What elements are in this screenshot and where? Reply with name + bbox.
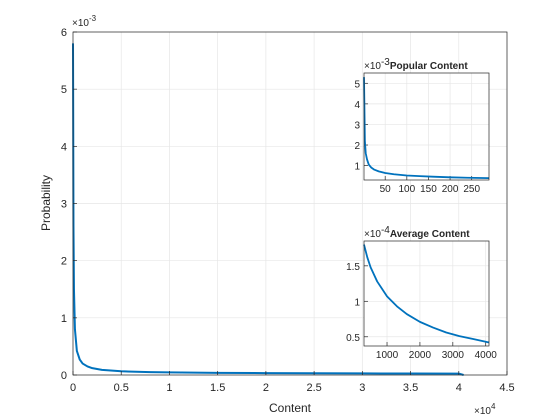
x-tick-label: 4.5 xyxy=(499,382,514,394)
y-tick-label: 1 xyxy=(354,162,360,173)
series-line-0 xyxy=(72,43,464,376)
y-exponent-label: ×10-3 xyxy=(72,14,97,29)
svg-text:×10-3: ×10-3 xyxy=(72,14,97,29)
x-exponent-label: ×104 xyxy=(474,402,496,417)
x-tick-label: 0.5 xyxy=(114,382,129,394)
inset-popular-y-tick-labels: 1 2 3 4 5 xyxy=(354,79,360,172)
y-tick-label: 4 xyxy=(61,141,67,153)
x-tick-label: 250 xyxy=(463,184,480,195)
x-tick-label: 200 xyxy=(442,184,459,195)
main-series-line xyxy=(72,43,464,376)
x-tick-label: 3.5 xyxy=(403,382,418,394)
x-tick-label: 1000 xyxy=(376,350,399,361)
x-tick-label: 3 xyxy=(359,382,365,394)
x-exponent-power: 4 xyxy=(491,402,496,411)
inset-average-grid xyxy=(364,241,489,346)
inset-average-title: Average Content xyxy=(390,229,470,240)
x-exponent-base: ×10 xyxy=(474,406,491,417)
y-tick-label: 5 xyxy=(61,84,67,96)
inset-popular-grid xyxy=(364,73,489,180)
inset-popular-frame xyxy=(363,72,490,181)
inset-average-y-tick-labels: 0.5 1 1.5 xyxy=(346,262,360,344)
series-line-0 xyxy=(363,244,490,344)
x-tick-label: 0 xyxy=(70,382,76,394)
x-tick-label: 1.5 xyxy=(210,382,225,394)
inset-average-heading: ×10-4Average Content xyxy=(364,225,470,240)
inset-average-series-line xyxy=(363,244,490,344)
inset-average-exponent-base: ×10 xyxy=(364,229,381,240)
y-tick-label: 3 xyxy=(61,199,67,211)
x-tick-label: 50 xyxy=(380,184,392,195)
y-exponent-power: -3 xyxy=(89,14,97,23)
y-tick-label: 2 xyxy=(354,141,360,152)
inset-popular-series-line xyxy=(363,77,490,180)
x-tick-label: 4 xyxy=(456,382,462,394)
inset-average-exponent-power: -4 xyxy=(381,225,390,236)
inset-popular-x-tick-labels: 50 100 150 200 250 xyxy=(380,184,481,195)
inset-popular-title: Popular Content xyxy=(390,61,468,72)
series-line-0 xyxy=(363,77,490,180)
main-tick-marks xyxy=(72,31,508,376)
y-tick-label: 1.5 xyxy=(346,262,360,273)
x-tick-label: 2 xyxy=(263,382,269,394)
inset-popular-heading: ×10-3Popular Content xyxy=(364,57,468,72)
inset-average-x-tick-labels: 1000 2000 3000 4000 xyxy=(376,350,497,361)
inset-popular-exponent-power: -3 xyxy=(381,57,390,68)
y-tick-label: 1 xyxy=(354,297,360,308)
y-tick-label: 1 xyxy=(61,313,67,325)
y-tick-label: 2 xyxy=(61,256,67,268)
y-tick-label: 3 xyxy=(354,120,360,131)
y-tick-label: 0.5 xyxy=(346,333,360,344)
x-tick-label: 1 xyxy=(166,382,172,394)
y-axis-label: Probability xyxy=(39,175,53,231)
inset-average-frame xyxy=(363,240,490,347)
main-y-tick-labels: 0 1 2 3 4 5 6 xyxy=(61,27,67,382)
svg-text:×104: ×104 xyxy=(474,402,496,417)
y-exponent-base: ×10 xyxy=(72,18,89,29)
x-axis-label: Content xyxy=(269,401,312,415)
x-tick-label: 2.5 xyxy=(306,382,321,394)
y-tick-label: 0 xyxy=(61,370,67,382)
x-tick-label: 150 xyxy=(420,184,437,195)
x-tick-label: 2000 xyxy=(409,350,432,361)
main-x-tick-labels: 0 0.5 1 1.5 2 2.5 3 3.5 4 4.5 xyxy=(70,382,515,394)
y-tick-label: 4 xyxy=(354,100,360,111)
x-tick-label: 4000 xyxy=(475,350,498,361)
y-tick-label: 5 xyxy=(354,79,360,90)
inset-popular-exponent-base: ×10 xyxy=(364,61,381,72)
x-tick-label: 3000 xyxy=(442,350,465,361)
x-tick-label: 100 xyxy=(398,184,415,195)
y-tick-label: 6 xyxy=(61,27,67,39)
inset-average-background xyxy=(364,241,489,346)
inset-popular-background xyxy=(364,73,489,180)
